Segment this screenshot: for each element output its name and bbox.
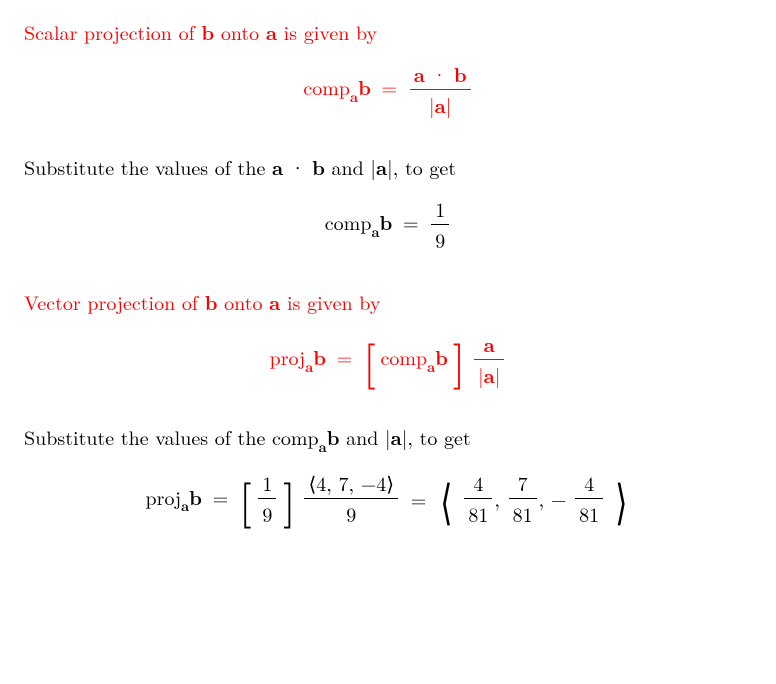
proj-arg-2: b bbox=[189, 482, 202, 511]
vector-proj-value: projab = [ 1 9 ] ⟨4, 7, −4⟩ 9 = ⟨ 4 81 ,… bbox=[24, 469, 752, 528]
p4-sub: a bbox=[319, 437, 327, 457]
scalar-proj-formula: compab = a · b |a| bbox=[24, 60, 752, 119]
proj-arg: b bbox=[313, 342, 326, 371]
scalar-proj-value: compab = 1 9 bbox=[24, 195, 752, 254]
val-den: 9 bbox=[431, 225, 449, 254]
p2-a: a bbox=[272, 152, 283, 181]
r2-num: 7 bbox=[509, 469, 537, 499]
inner-comp-sub: a bbox=[427, 357, 435, 377]
scalar-frac: 1 9 bbox=[258, 469, 276, 528]
vec-den: 9 bbox=[304, 499, 398, 528]
comp-sub: a bbox=[350, 87, 358, 107]
vector-frac: ⟨4, 7, −4⟩ 9 bbox=[304, 469, 398, 528]
substitute-scalar: Substitute the values of the a · b and |… bbox=[24, 153, 752, 181]
p2-dot: · bbox=[283, 152, 312, 181]
val-num: 1 bbox=[431, 195, 449, 225]
vec-num: ⟨4, 7, −4⟩ bbox=[304, 469, 398, 499]
comp-arg: b bbox=[358, 72, 371, 101]
p2-t1: Substitute the values of the bbox=[24, 152, 272, 181]
uv-den-v: a bbox=[484, 360, 495, 389]
r3-den: 81 bbox=[575, 499, 603, 528]
uv-den-r: | bbox=[495, 360, 501, 389]
comp-arg-2: b bbox=[380, 207, 393, 236]
value-fraction: 1 9 bbox=[431, 195, 449, 254]
minus-sign: − bbox=[551, 484, 567, 513]
p2-mag: a bbox=[376, 152, 387, 181]
result-2: 7 81 bbox=[509, 469, 537, 528]
p4-t2: and | bbox=[340, 422, 391, 451]
r3-num: 4 bbox=[575, 469, 603, 499]
uv-num: a bbox=[484, 329, 495, 358]
r1-num: 4 bbox=[464, 469, 492, 499]
den-bar-r: | bbox=[446, 90, 452, 119]
p4-t1: Substitute the values of the comp bbox=[24, 422, 319, 451]
result-3: 4 81 bbox=[575, 469, 603, 528]
p4-mag: a bbox=[391, 422, 402, 451]
vector-proj-intro: Vector projection of b onto a is given b… bbox=[24, 288, 752, 316]
inner-comp-label: comp bbox=[380, 342, 427, 371]
proj-sub-2: a bbox=[181, 496, 189, 516]
p4-vec: b bbox=[327, 422, 340, 451]
sc-den: 9 bbox=[258, 499, 276, 528]
num-b: b bbox=[454, 59, 467, 88]
comma-2: , bbox=[539, 484, 551, 513]
vector-proj-formula: projab = [ compab ] a |a| bbox=[24, 330, 752, 389]
scalar-proj-intro: Scalar projection of b onto a is given b… bbox=[24, 18, 752, 46]
p2-b: b bbox=[312, 152, 325, 181]
num-dot: · bbox=[425, 59, 454, 88]
num-a: a bbox=[414, 59, 425, 88]
r2-den: 81 bbox=[509, 499, 537, 528]
result-1: 4 81 bbox=[464, 469, 492, 528]
comp-sub-2: a bbox=[371, 222, 379, 242]
p2-t3: |, to get bbox=[387, 152, 456, 181]
p2-t2: and | bbox=[325, 152, 376, 181]
comma-1: , bbox=[494, 484, 506, 513]
comp-label-2: comp bbox=[325, 207, 372, 236]
formula-fraction: a · b |a| bbox=[410, 60, 471, 119]
comp-label: comp bbox=[303, 72, 350, 101]
proj-label-2: proj bbox=[145, 482, 181, 511]
substitute-vector: Substitute the values of the compab and … bbox=[24, 423, 752, 455]
sc-num: 1 bbox=[258, 469, 276, 499]
proj-label: proj bbox=[270, 342, 306, 371]
unit-vector-fraction: a |a| bbox=[474, 330, 504, 389]
den-a: a bbox=[435, 90, 446, 119]
r1-den: 81 bbox=[464, 499, 492, 528]
inner-comp-arg: b bbox=[435, 342, 448, 371]
p4-t3: |, to get bbox=[402, 422, 471, 451]
proj-sub: a bbox=[305, 357, 313, 377]
